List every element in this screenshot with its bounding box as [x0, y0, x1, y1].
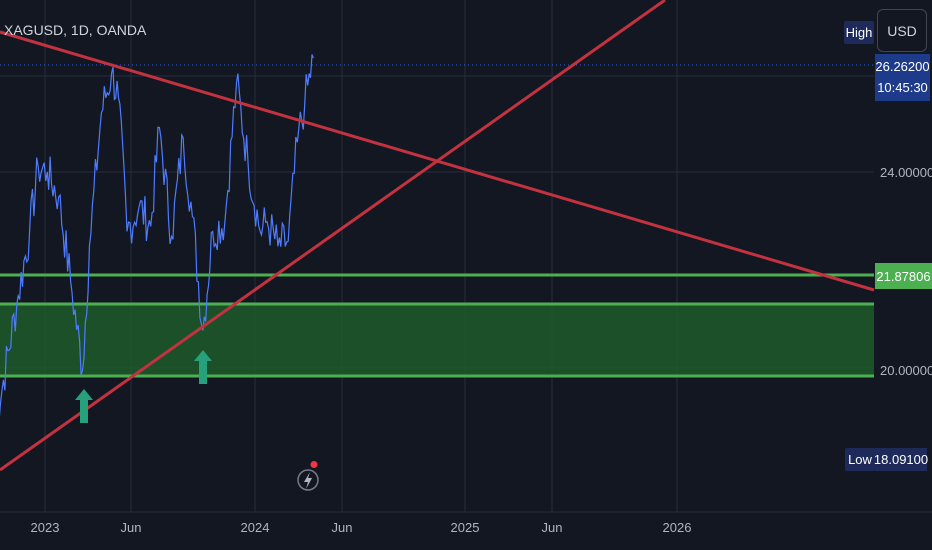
x-tick-label: 2025	[451, 520, 480, 535]
last-price-box: 26.26200 10:45:30	[875, 54, 930, 101]
support-level-label: 21.87806	[875, 263, 932, 289]
x-tick-label: Jun	[542, 520, 563, 535]
price-series-line	[0, 54, 314, 418]
x-tick-label: Jun	[332, 520, 353, 535]
x-tick-label: 2024	[241, 520, 270, 535]
up-arrow-icon	[194, 350, 212, 384]
chart-grid	[0, 0, 874, 512]
up-arrow-icon	[75, 389, 93, 423]
x-tick-label: 2026	[663, 520, 692, 535]
ascending-trendline[interactable]	[0, 0, 666, 472]
price-axis: 24.00000 20.00000	[880, 165, 932, 378]
symbol-title: XAGUSD, 1D, OANDA	[4, 22, 147, 38]
time-axis: 2023 Jun 2024 Jun 2025 Jun 2026	[0, 511, 932, 535]
currency-button[interactable]: USD	[877, 9, 927, 52]
x-tick-label: Jun	[121, 520, 142, 535]
last-price-value: 26.26200	[875, 59, 930, 74]
y-tick-label: 20.00000	[880, 363, 932, 378]
high-label: High	[844, 21, 874, 44]
x-tick-label: 2023	[31, 520, 60, 535]
y-tick-label: 24.00000	[880, 165, 932, 180]
low-price-value: 18.09100	[874, 448, 928, 471]
bar-countdown: 10:45:30	[877, 80, 928, 95]
flash-icon[interactable]	[297, 461, 321, 495]
support-zone	[0, 304, 874, 376]
low-label: Low	[845, 448, 875, 471]
